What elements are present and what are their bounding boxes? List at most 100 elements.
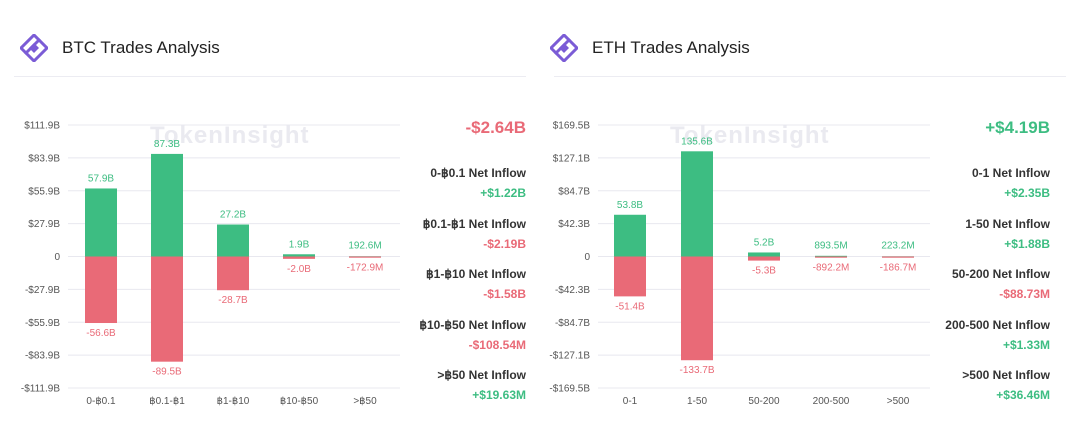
watermark: TokenInsight — [670, 122, 830, 149]
btc-header: BTC Trades Analysis — [20, 30, 220, 66]
bar-negative — [681, 256, 713, 361]
y-tick-label: 0 — [54, 252, 60, 263]
inflow-value: -$2.19B — [483, 236, 526, 251]
x-tick-label: ฿10-฿50 — [280, 396, 319, 407]
data-label-negative: -186.7M — [880, 263, 917, 274]
x-tick-label: 50-200 — [748, 396, 780, 407]
inflow-item: 0-1 Net Inflow +$2.35B — [972, 166, 1050, 200]
eth-header: ETH Trades Analysis — [550, 30, 750, 66]
eth-net-total: +$4.19B — [985, 118, 1050, 137]
bar-positive — [815, 255, 847, 258]
inflow-value: -$88.73M — [999, 287, 1050, 301]
bar-positive — [85, 188, 117, 257]
inflow-value: +$19.63M — [472, 388, 526, 402]
inflow-item: 50-200 Net Inflow -$88.73M — [952, 267, 1050, 301]
data-label-negative: -133.7B — [679, 365, 714, 376]
y-tick-label: $27.9B — [28, 219, 60, 230]
inflow-label: 50-200 Net Inflow — [951, 267, 1050, 281]
y-tick-label: $169.5B — [553, 121, 591, 132]
y-tick-label: -$111.9B — [21, 384, 60, 395]
bar-negative — [882, 256, 914, 258]
data-label-negative: -172.9M — [347, 263, 384, 274]
header-divider — [554, 76, 1066, 77]
bar-positive — [217, 224, 249, 257]
tokeninsight-logo-icon — [20, 34, 48, 62]
y-tick-label: $42.3B — [558, 219, 590, 230]
x-tick-label: 1-50 — [687, 396, 707, 407]
inflow-value: -$1.58B — [483, 287, 526, 301]
y-tick-label: -$127.1B — [549, 351, 590, 362]
inflow-item: 200-500 Net Inflow +$1.33M — [945, 318, 1050, 352]
bar-negative — [349, 256, 381, 258]
data-label-negative: -892.2M — [813, 263, 850, 274]
tokeninsight-logo-icon — [550, 34, 578, 62]
btc-net-total: -$2.64B — [465, 118, 526, 137]
y-tick-label: 0 — [584, 252, 590, 263]
inflow-item: 0-฿0.1 Net Inflow +$1.22B — [430, 166, 526, 200]
inflow-label: 200-500 Net Inflow — [945, 317, 1050, 332]
y-tick-label: $111.9B — [24, 121, 60, 132]
inflow-label: 0-฿0.1 Net Inflow — [430, 166, 526, 180]
bar-positive — [748, 252, 780, 257]
x-tick-label: 200-500 — [813, 396, 850, 407]
x-tick-label: >500 — [887, 396, 910, 407]
header-divider — [14, 76, 526, 77]
data-label-positive: 57.9B — [88, 173, 114, 184]
eth-panel: ETH Trades Analysis TokenInsight $169.5B… — [540, 0, 1080, 440]
data-label-negative: -28.7B — [218, 295, 248, 306]
x-tick-label: 0-1 — [623, 396, 638, 407]
watermark: TokenInsight — [150, 122, 310, 149]
y-tick-label: $127.1B — [553, 153, 591, 164]
bar-negative — [151, 256, 183, 362]
inflow-value: +$1.22B — [480, 186, 526, 200]
data-label-positive: 5.2B — [754, 237, 775, 248]
y-tick-label: -$55.9B — [25, 318, 60, 329]
inflow-item: ฿1-฿10 Net Inflow -$1.58B — [426, 267, 526, 301]
inflow-value: +$1.33M — [1002, 337, 1050, 352]
y-tick-label: -$42.3B — [555, 285, 590, 296]
data-label-negative: -5.3B — [752, 266, 776, 277]
y-tick-label: $84.7B — [558, 186, 590, 197]
y-tick-label: -$84.7B — [555, 318, 590, 329]
data-label-negative: -2.0B — [287, 264, 311, 275]
inflow-item: ฿10-฿50 Net Inflow -$108.54M — [419, 318, 526, 352]
bar-positive — [614, 214, 646, 257]
y-tick-label: -$83.9B — [25, 351, 60, 362]
data-label-negative: -51.4B — [615, 301, 645, 312]
y-tick-label: -$27.9B — [25, 285, 60, 296]
eth-chart-title: ETH Trades Analysis — [592, 38, 750, 57]
eth-bar-chart: $169.5B $127.1B $84.7B $42.3B 0 -$42.3B -$84.7… — [549, 121, 930, 407]
data-label-positive: 53.8B — [617, 200, 643, 211]
data-label-positive: 893.5M — [814, 240, 847, 251]
bar-positive — [151, 153, 183, 257]
data-label-positive: 192.6M — [348, 240, 381, 251]
inflow-label: >฿50 Net Inflow — [437, 368, 526, 382]
x-tick-label: ฿0.1-฿1 — [149, 396, 185, 407]
inflow-label: >500 Net Inflow — [962, 368, 1050, 382]
inflow-value: +$2.35B — [1004, 186, 1050, 200]
data-label-positive: 87.3B — [154, 139, 180, 150]
data-label-positive: 223.2M — [881, 240, 914, 251]
bar-negative — [815, 256, 847, 258]
inflow-label: ฿10-฿50 Net Inflow — [419, 317, 526, 332]
btc-chart-title: BTC Trades Analysis — [62, 38, 220, 57]
bar-negative — [217, 256, 249, 291]
inflow-item: 1-50 Net Inflow +$1.88B — [965, 217, 1050, 251]
bar-negative — [283, 256, 315, 259]
btc-panel: BTC Trades Analysis TokenInsight $111.9B… — [14, 30, 526, 407]
bar-positive — [681, 151, 713, 257]
bar-positive — [283, 254, 315, 257]
data-label-positive: 27.2B — [220, 210, 246, 221]
data-label-negative: -56.6B — [86, 328, 116, 339]
x-tick-label: ฿1-฿10 — [217, 396, 250, 407]
bar-negative — [85, 256, 117, 324]
inflow-value: +$36.46M — [996, 388, 1050, 402]
inflow-label: 0-1 Net Inflow — [971, 166, 1050, 180]
data-label-negative: -89.5B — [152, 367, 182, 378]
x-tick-label: 0-฿0.1 — [86, 396, 116, 407]
inflow-label: ฿0.1-฿1 Net Inflow — [422, 216, 526, 231]
y-tick-label: -$169.5B — [549, 384, 590, 395]
bar-negative — [614, 256, 646, 297]
inflow-value: +$1.88B — [1004, 236, 1050, 251]
data-label-positive: 1.9B — [289, 239, 310, 250]
